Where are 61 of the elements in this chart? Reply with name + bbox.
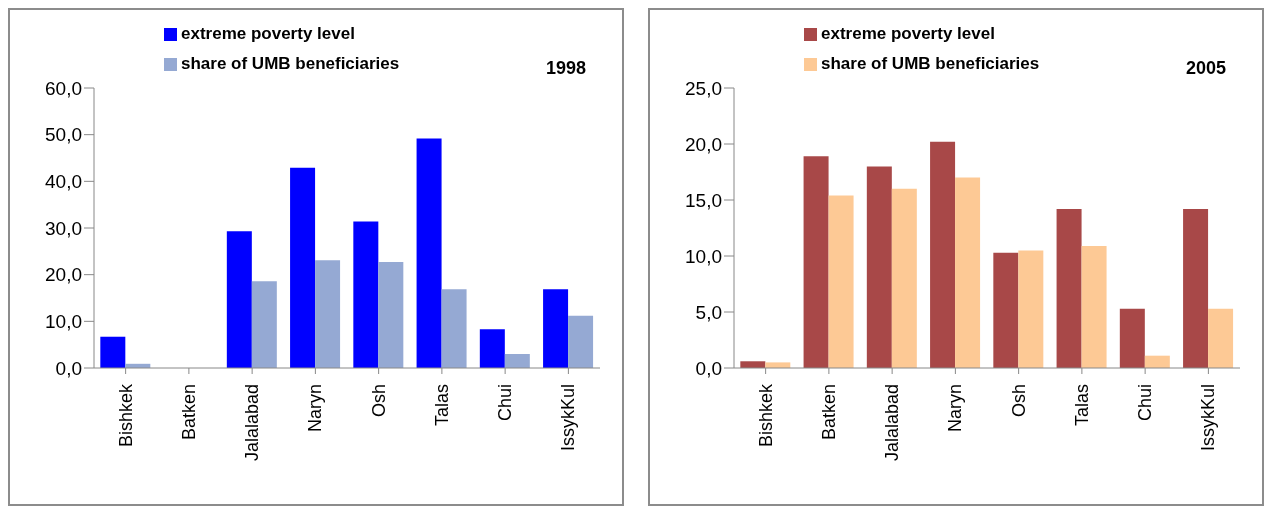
bar [353, 221, 379, 368]
bar [226, 231, 252, 368]
x-tick-label: IssykKul [1198, 384, 1219, 452]
x-tick-label: Batken [818, 384, 839, 441]
legend-label: extreme poverty level [181, 24, 355, 44]
bar [378, 262, 404, 368]
x-tick-label: Bishkek [115, 383, 136, 448]
y-tick-label: 10,0 [685, 245, 722, 267]
x-tick-label: Naryn [945, 384, 966, 433]
y-tick-label: 20,0 [45, 264, 82, 286]
x-tick-label: Talas [1071, 384, 1092, 427]
y-tick-label: 0,0 [695, 357, 722, 379]
y-tick-label: 10,0 [45, 311, 82, 333]
y-tick-label: 15,0 [685, 189, 722, 211]
bar [568, 315, 594, 368]
bar [1119, 308, 1145, 368]
x-tick-label: Bishkek [755, 383, 776, 448]
bar [315, 260, 341, 368]
legend-label: share of UMB beneficiaries [181, 54, 400, 74]
bar [543, 289, 569, 368]
x-tick-label: IssykKul [558, 384, 579, 452]
bar [993, 252, 1019, 368]
x-tick-label: Osh [1008, 384, 1029, 418]
x-tick-label: Osh [368, 384, 389, 418]
bar [251, 281, 277, 368]
x-tick-label: Jalalabad [882, 384, 903, 462]
chart-title: 1998 [545, 58, 586, 79]
bar [1208, 308, 1234, 368]
bar [866, 166, 892, 368]
bar [504, 354, 530, 368]
x-tick-label: Batken [178, 384, 199, 441]
legend-label: extreme poverty level [821, 24, 995, 44]
bar [1183, 208, 1209, 368]
x-tick-label: Jalalabad [242, 384, 263, 462]
bar [416, 138, 442, 368]
bar [479, 329, 505, 368]
bar [828, 195, 854, 368]
bar [803, 156, 829, 368]
bar [1018, 250, 1044, 368]
bar [930, 141, 956, 368]
bar [1056, 208, 1082, 368]
y-tick-label: 25,0 [685, 77, 722, 99]
bar [441, 289, 467, 368]
chart-title: 2005 [1185, 58, 1226, 79]
y-tick-label: 50,0 [45, 124, 82, 146]
bar [891, 188, 917, 368]
y-tick-label: 30,0 [45, 217, 82, 239]
x-tick-label: Talas [431, 384, 452, 427]
y-tick-label: 0,0 [55, 357, 82, 379]
y-tick-label: 5,0 [695, 301, 722, 323]
y-tick-label: 40,0 [45, 171, 82, 193]
x-tick-label: Chui [495, 384, 516, 422]
bar [290, 167, 316, 368]
y-tick-label: 20,0 [685, 133, 722, 155]
bar [100, 336, 126, 368]
bar [955, 177, 981, 368]
y-tick-label: 60,0 [45, 77, 82, 99]
x-tick-label: Chui [1135, 384, 1156, 422]
legend-label: share of UMB beneficiaries [821, 54, 1040, 74]
x-tick-label: Naryn [305, 384, 326, 433]
bar [1081, 245, 1107, 368]
